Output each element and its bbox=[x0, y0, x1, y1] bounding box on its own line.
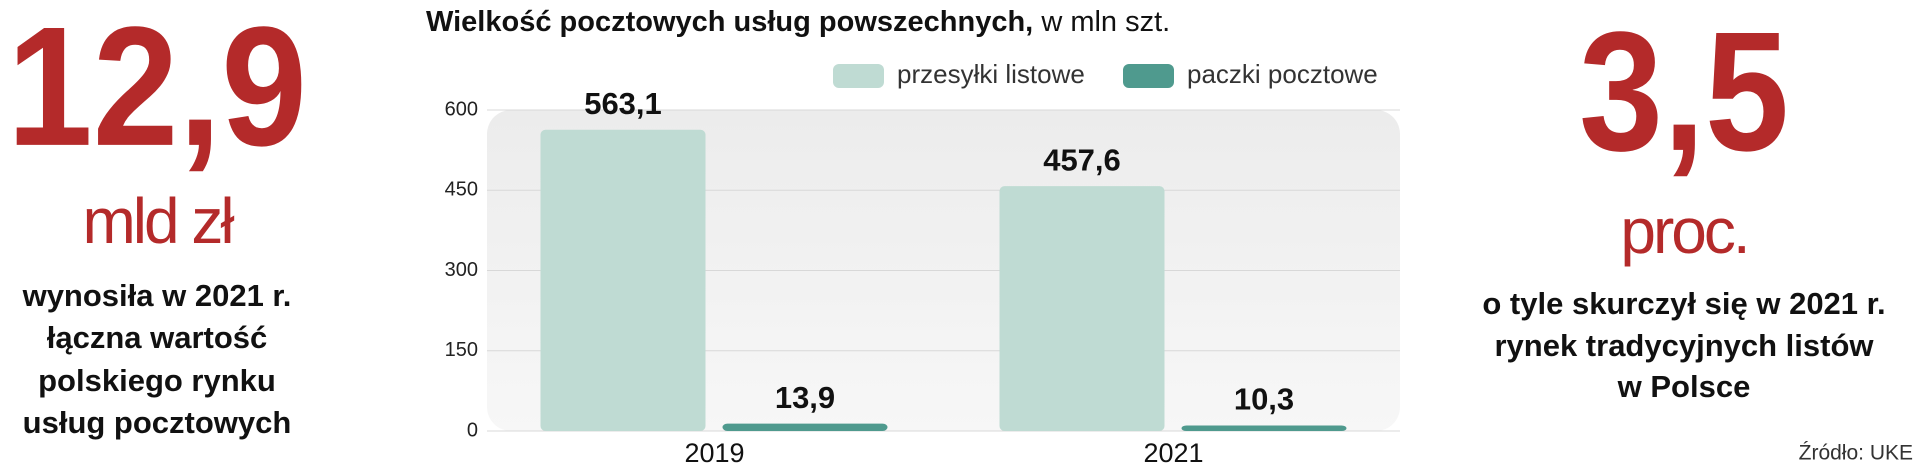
right-number: 3,5 bbox=[1579, 0, 1789, 187]
legend-label: przesyłki listowe bbox=[897, 59, 1085, 89]
chart-title: Wielkość pocztowych usług powszechnych, … bbox=[426, 6, 1170, 38]
left-unit: mld zł bbox=[82, 185, 234, 257]
legend-label: paczki pocztowe bbox=[1187, 59, 1378, 89]
value-label: 13,9 bbox=[775, 380, 835, 415]
value-label: 457,6 bbox=[1043, 142, 1121, 177]
source: Źródło: UKE bbox=[1799, 442, 1913, 465]
right-line: o tyle skurczył się w 2021 r. bbox=[1482, 286, 1885, 321]
title-unit: w mln szt. bbox=[1040, 6, 1170, 38]
left-line: polskiego rynku bbox=[38, 363, 276, 398]
y-tick-label: 150 bbox=[445, 339, 478, 361]
bar bbox=[999, 186, 1165, 431]
legend-swatch bbox=[1123, 64, 1174, 88]
right-line: w Polsce bbox=[1617, 369, 1751, 404]
title-main: Wielkość pocztowych usług powszechnych, bbox=[426, 6, 1033, 38]
bar bbox=[1181, 425, 1347, 431]
left-number: 12,9 bbox=[7, 0, 307, 182]
value-label: 563,1 bbox=[584, 86, 662, 121]
left-line: usług pocztowych bbox=[23, 405, 292, 440]
left-line: wynosiła w 2021 r. bbox=[22, 278, 292, 313]
legend-swatch bbox=[833, 64, 884, 88]
bar bbox=[540, 129, 706, 431]
left-line: łączna wartość bbox=[47, 320, 268, 355]
y-tick-label: 600 bbox=[445, 98, 478, 120]
y-tick-label: 300 bbox=[445, 259, 478, 281]
y-tick-label: 0 bbox=[467, 419, 478, 441]
value-label: 10,3 bbox=[1234, 382, 1294, 417]
y-tick-label: 450 bbox=[445, 179, 478, 201]
right-line: rynek tradycyjnych listów bbox=[1494, 328, 1874, 363]
right-unit: proc. bbox=[1620, 195, 1747, 267]
x-tick-label: 2021 bbox=[1143, 438, 1203, 468]
bar bbox=[722, 423, 888, 431]
x-tick-label: 2019 bbox=[684, 438, 744, 468]
